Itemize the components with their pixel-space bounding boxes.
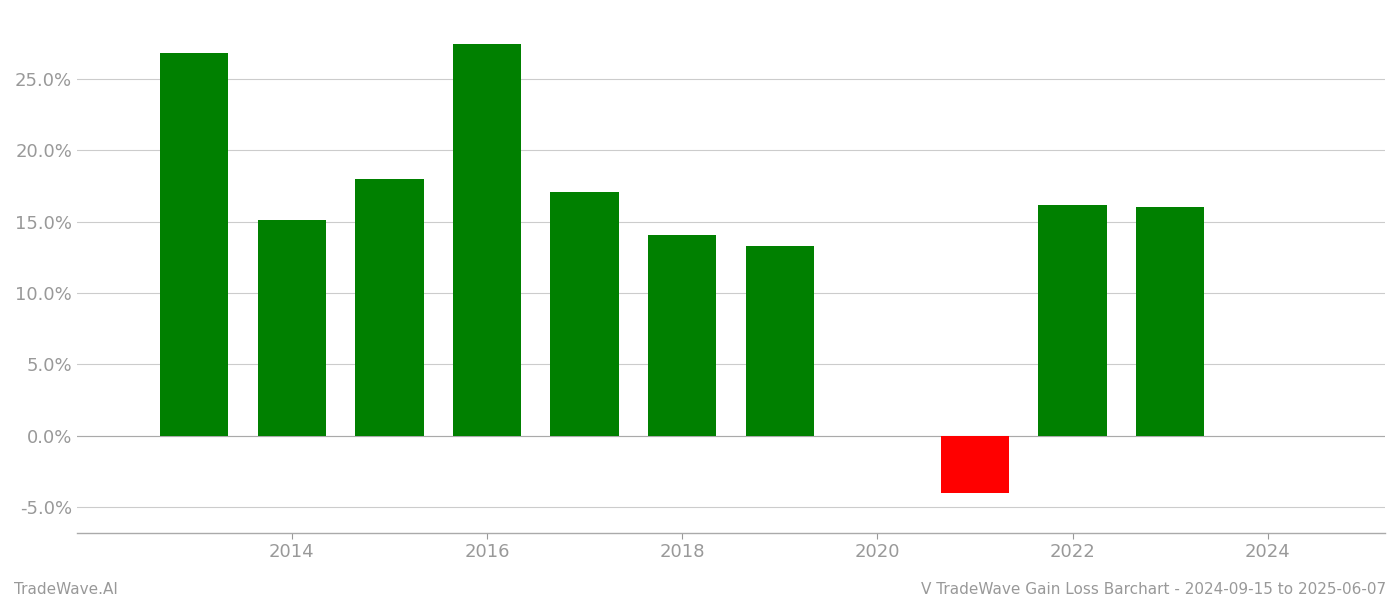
Bar [1135,208,1204,436]
Bar [941,436,1009,493]
Bar [746,246,813,436]
Bar [258,220,326,436]
Text: TradeWave.AI: TradeWave.AI [14,582,118,597]
Bar [160,53,228,436]
Bar [648,235,717,436]
Bar [356,179,424,436]
Bar [452,44,521,436]
Text: V TradeWave Gain Loss Barchart - 2024-09-15 to 2025-06-07: V TradeWave Gain Loss Barchart - 2024-09… [921,582,1386,597]
Bar [1039,205,1107,436]
Bar [550,192,619,436]
